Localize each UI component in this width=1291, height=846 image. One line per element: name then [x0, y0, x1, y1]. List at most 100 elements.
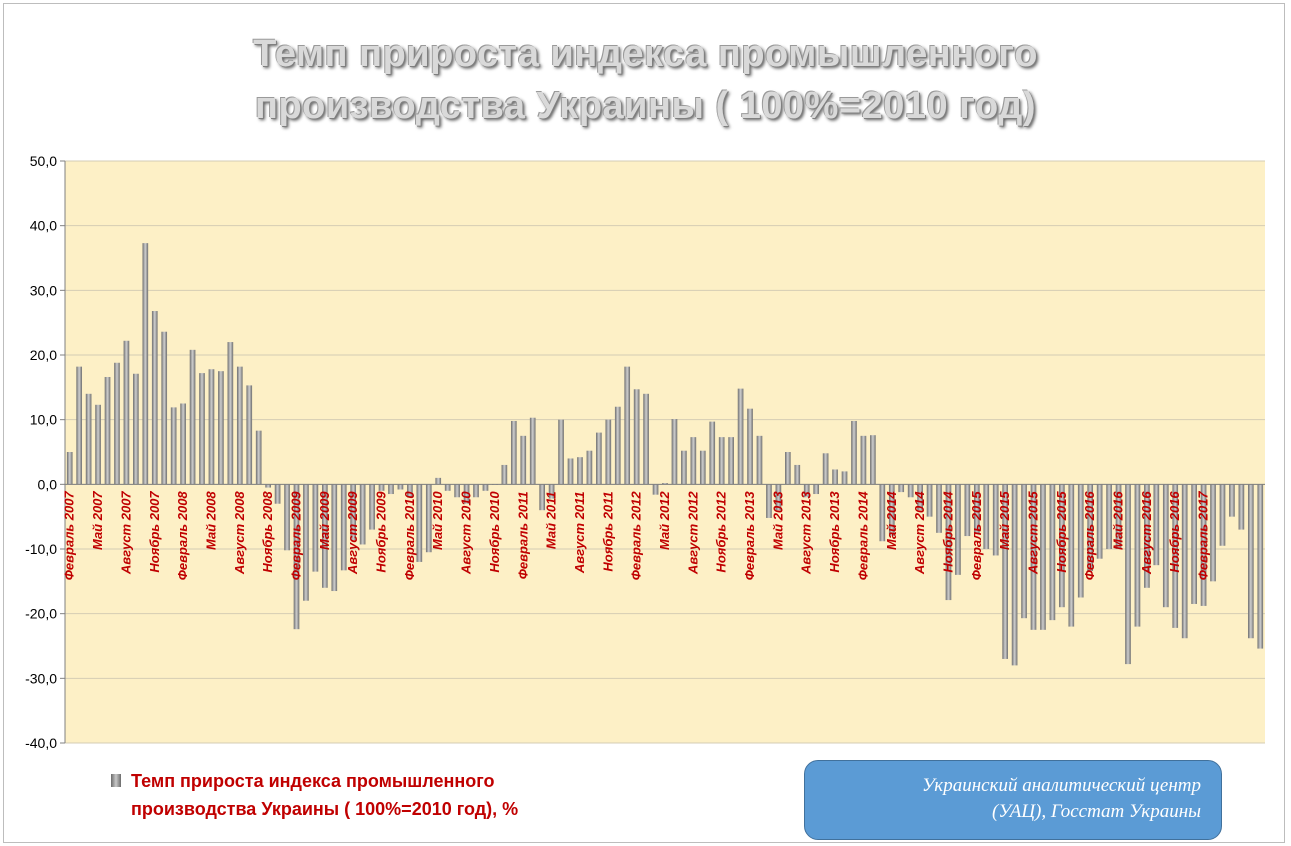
bar [898, 484, 905, 493]
x-tick-label: Май 2015 [997, 491, 1012, 550]
bars [66, 243, 1264, 666]
bar [463, 484, 470, 504]
bar [879, 484, 886, 542]
bar [803, 484, 810, 498]
bar [520, 435, 527, 485]
bar [1191, 484, 1197, 604]
x-tick-label: Август 2012 [685, 491, 700, 575]
y-tick-label: 40,0 [30, 218, 57, 234]
bar [1096, 484, 1103, 559]
x-axis: Февраль 2007 Май 2007 Август 2007 Ноябрь 20… [62, 483, 1265, 581]
bar [255, 430, 262, 485]
bar [841, 471, 848, 485]
legend-label-line-1: Темп прироста индекса промышленного [131, 771, 495, 791]
bar [218, 371, 224, 485]
bar [633, 389, 640, 485]
y-tick-label: -40,0 [25, 735, 57, 751]
bar [1153, 484, 1160, 566]
bar [558, 419, 564, 485]
bar [539, 484, 545, 511]
x-tick-label: Февраль 2014 [855, 491, 870, 581]
x-tick-label: Ноябрь 2007 [147, 491, 162, 573]
y-tick-label: -30,0 [25, 670, 57, 686]
bar [425, 484, 432, 553]
x-tick-label: Ноябрь 2009 [374, 491, 389, 573]
bar [605, 419, 612, 485]
bar [973, 484, 980, 535]
y-tick-label: -20,0 [25, 606, 57, 622]
bar [832, 469, 838, 485]
bar [1125, 484, 1131, 665]
bar [444, 484, 451, 491]
bar [340, 484, 347, 571]
bar [681, 450, 687, 485]
bar [1162, 484, 1169, 608]
bar [397, 484, 404, 490]
bar [473, 484, 479, 498]
x-tick-label: Февраль 2015 [969, 491, 984, 581]
bar [76, 366, 83, 485]
x-tick-label: Февраль 2013 [742, 491, 757, 581]
bar [359, 484, 366, 545]
x-tick-label: Май 2009 [317, 491, 332, 550]
bar [936, 484, 942, 533]
bar [794, 464, 801, 485]
x-tick-label: Февраль 2016 [1082, 491, 1097, 581]
x-tick-label: Август 2016 [1139, 491, 1154, 575]
bar [1219, 484, 1226, 546]
bar [728, 437, 734, 485]
x-tick-label: Февраль 2008 [175, 491, 190, 581]
bar [227, 342, 234, 485]
y-tick-label: 50,0 [30, 153, 57, 169]
bar [955, 484, 961, 575]
bar [756, 435, 763, 485]
bar [236, 366, 243, 485]
bar [274, 484, 281, 504]
bar [142, 243, 149, 485]
bar [1144, 484, 1150, 588]
bar [596, 432, 602, 485]
bar [917, 484, 923, 511]
bar [1049, 484, 1056, 621]
bar [577, 457, 583, 485]
bar [822, 453, 829, 485]
bar [1238, 484, 1245, 530]
bar [1021, 484, 1027, 619]
bar [983, 484, 990, 549]
y-tick-label: 20,0 [30, 347, 57, 363]
legend-label: Темп прироста индекса промышленного прои… [131, 767, 651, 823]
bar [151, 311, 158, 485]
bar [992, 484, 999, 556]
bar [180, 403, 186, 485]
x-tick-label: Август 2008 [232, 491, 247, 575]
x-tick-label: Май 2016 [1111, 491, 1126, 550]
bar [416, 484, 423, 562]
bar [322, 484, 328, 588]
x-tick-label: Ноябрь 2012 [714, 491, 729, 573]
bar [690, 437, 697, 485]
bar [662, 483, 668, 485]
x-tick-label: Август 2013 [799, 491, 814, 575]
y-tick-label: 10,0 [30, 412, 57, 428]
bar [170, 407, 177, 485]
bar [1087, 484, 1094, 571]
bar [123, 340, 130, 485]
bar [624, 366, 631, 485]
chart-title-line-2: производства Украины ( 100%=2010 год) [255, 85, 1036, 127]
bar [614, 406, 621, 485]
bar [1030, 484, 1037, 630]
bar [208, 369, 215, 485]
x-tick-label: Май 2008 [203, 491, 218, 550]
x-tick-label: Август 2007 [118, 491, 133, 575]
x-tick-label: Ноябрь 2016 [1167, 491, 1182, 573]
x-tick-label: Ноябрь 2010 [487, 491, 502, 573]
bar [501, 464, 508, 485]
x-tick-label: Май 2007 [90, 491, 105, 550]
bar [870, 435, 876, 485]
bar [1068, 484, 1075, 627]
bar [369, 484, 375, 530]
x-tick-label: Май 2012 [657, 491, 672, 550]
x-tick-label: Август 2011 [572, 491, 587, 574]
bar [652, 484, 659, 495]
